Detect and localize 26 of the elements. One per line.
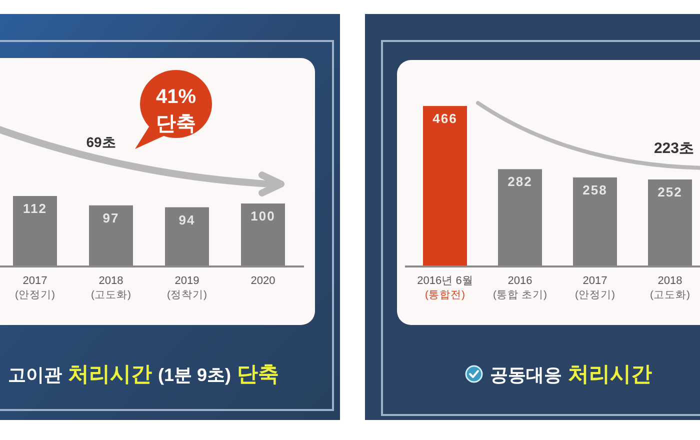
text: 고이관	[8, 365, 62, 385]
annotation: 223초	[654, 140, 694, 157]
text: 단축	[237, 363, 280, 386]
x-tick-label: 2020	[250, 275, 276, 287]
text: (1분 9초)	[158, 365, 232, 385]
x-tick-label: 2018 (고도화)	[91, 275, 131, 301]
x-tick-label: 2016 (통합 초기)	[493, 275, 547, 301]
text: 처리시간	[568, 363, 652, 386]
data-label: 252	[658, 184, 682, 200]
x-tick-label: 2017 (안정기)	[15, 275, 55, 301]
text: 공동대응	[490, 365, 562, 385]
data-label: 94	[178, 212, 196, 228]
x-tick-label: 2018 (고도화)	[650, 275, 690, 301]
data-label: 112	[23, 201, 47, 216]
x-tick-label: 2016년 6월 (통합전)	[417, 275, 473, 301]
data-label: 258	[582, 182, 608, 198]
data-label: 282	[508, 174, 532, 190]
bar	[423, 106, 467, 266]
x-tick-label: 2019 (정착기)	[167, 275, 207, 301]
data-label: 100	[250, 208, 276, 224]
text: 69초	[86, 134, 116, 150]
data-label: 97	[102, 210, 120, 226]
x-tick-label: 2017 (안정기)	[575, 275, 615, 301]
text: 41% 단축	[156, 86, 196, 135]
data-label: 466	[432, 111, 458, 126]
text: 처리시간	[68, 363, 152, 386]
